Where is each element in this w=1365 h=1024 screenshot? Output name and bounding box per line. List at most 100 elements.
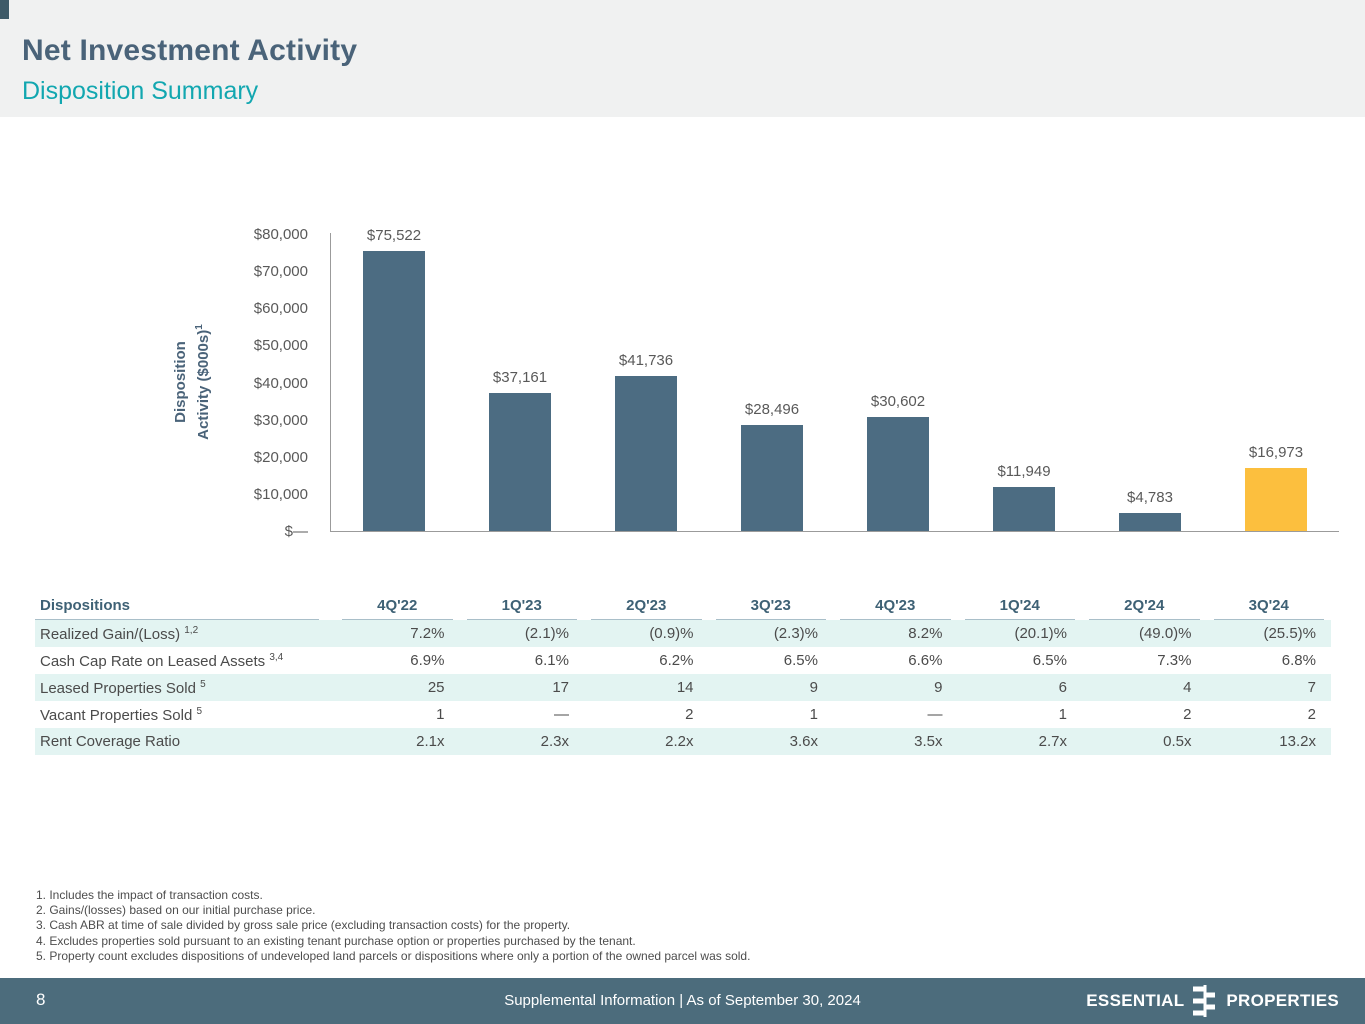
bar-slot: $30,602 bbox=[835, 234, 961, 531]
company-logo: ESSENTIAL PROPERTIES bbox=[1086, 985, 1339, 1017]
table-cell: 14 bbox=[676, 679, 694, 696]
table-cell: 1 bbox=[809, 706, 818, 723]
row-label: Cash Cap Rate on Leased Assets 3,4 bbox=[40, 651, 284, 670]
table-cell: (49.0)% bbox=[1138, 625, 1192, 642]
logo-mark-icon bbox=[1193, 985, 1216, 1017]
corner-accent-mark bbox=[0, 0, 9, 19]
table-title-cell: Dispositions bbox=[35, 592, 335, 620]
y-axis-tick-label: $70,000 bbox=[253, 263, 308, 281]
table-cell: (2.3)% bbox=[773, 625, 818, 642]
table-row: Cash Cap Rate on Leased Assets 3,4 6.9% 6.… bbox=[35, 647, 1331, 674]
bar-slot: $75,522 bbox=[331, 227, 457, 531]
bar-2Q'24 bbox=[1119, 513, 1181, 531]
y-axis-line bbox=[330, 233, 331, 532]
x-axis-line bbox=[330, 531, 1339, 532]
table-cell: 2.7x bbox=[1038, 733, 1067, 750]
bar-value-label: $16,973 bbox=[1248, 444, 1304, 461]
footnote-line: 5. Property count excludes dispositions … bbox=[36, 948, 751, 963]
page-number: 8 bbox=[36, 990, 46, 1009]
table-cell: 6.5% bbox=[1032, 652, 1067, 669]
table-cell: 2.3x bbox=[540, 733, 569, 750]
bar-value-label: $41,736 bbox=[618, 352, 674, 369]
table-cell: 3.5x bbox=[914, 733, 943, 750]
bar-slot: $28,496 bbox=[709, 234, 835, 531]
column-header: 4Q'23 bbox=[833, 592, 958, 620]
header-band: Net Investment Activity Disposition Summ… bbox=[0, 0, 1365, 117]
row-label: Vacant Properties Sold 5 bbox=[40, 705, 203, 724]
y-axis-tick-label: $10,000 bbox=[253, 485, 308, 503]
table-cell: 7 bbox=[1307, 679, 1316, 696]
bar-1Q'23 bbox=[489, 393, 551, 531]
table-cell: — bbox=[554, 706, 569, 723]
table-cell: 3.6x bbox=[789, 733, 818, 750]
footnote-line: 1. Includes the impact of transaction co… bbox=[36, 888, 263, 902]
table-cell: 6.9% bbox=[410, 652, 445, 669]
table-cell: 2 bbox=[1307, 706, 1316, 723]
table-cell: 9 bbox=[934, 679, 943, 696]
column-header: 2Q'24 bbox=[1082, 592, 1207, 620]
bar-value-label: $75,522 bbox=[366, 227, 422, 244]
column-header: 1Q'23 bbox=[460, 592, 585, 620]
bar-3Q'24 bbox=[1245, 468, 1307, 531]
table-cell: (20.1)% bbox=[1014, 625, 1067, 642]
y-axis-tick-label: $30,000 bbox=[253, 411, 308, 429]
y-axis-tick-label: $20,000 bbox=[253, 448, 308, 466]
bar-slot: $41,736 bbox=[583, 234, 709, 531]
table-cell: 2 bbox=[685, 706, 694, 723]
footnotes: 1. Includes the impact of transaction co… bbox=[36, 888, 750, 964]
table-cell: 8.2% bbox=[908, 625, 943, 642]
table-cell: 7.2% bbox=[410, 625, 445, 642]
table-cell: 1 bbox=[436, 706, 445, 723]
table-cell: 6.2% bbox=[659, 652, 694, 669]
table-row: Rent Coverage Ratio 2.1x 2.3x 2.2x 3.6x 3.5x… bbox=[35, 728, 1331, 755]
table-cell: 2.2x bbox=[665, 733, 694, 750]
page-subtitle: Disposition Summary bbox=[22, 77, 259, 105]
plot-area: $75,522 $37,161 $41,736 $28,496 $30,602 $11,9… bbox=[331, 227, 1339, 531]
table-cell: 6.1% bbox=[534, 652, 569, 669]
y-axis-tick-label: $40,000 bbox=[253, 374, 308, 392]
bar-3Q'23 bbox=[741, 425, 803, 531]
table-title: Dispositions bbox=[40, 597, 131, 614]
bar-2Q'23 bbox=[615, 376, 677, 531]
footnote-line: 2. Gains/(losses) based on our initial p… bbox=[36, 903, 316, 918]
bar-value-label: $11,949 bbox=[997, 463, 1051, 480]
y-axis-tick-label: $50,000 bbox=[253, 337, 308, 355]
column-header: 2Q'23 bbox=[584, 592, 709, 620]
column-header: 4Q'22 bbox=[335, 592, 460, 620]
bar-slot: $37,161 bbox=[457, 234, 583, 531]
footer-caption: Supplemental Information | As of Septemb… bbox=[504, 992, 861, 1009]
bar-slot: $16,973 bbox=[1213, 234, 1339, 531]
table-cell: (25.5)% bbox=[1263, 625, 1316, 642]
row-label: Leased Properties Sold 5 bbox=[40, 678, 206, 697]
bar-value-label: $37,161 bbox=[492, 369, 548, 386]
footnote-line: 4. Excludes properties sold pursuant to … bbox=[36, 933, 636, 948]
table-cell: (2.1)% bbox=[524, 625, 569, 642]
column-header: 3Q'23 bbox=[709, 592, 834, 620]
table-cell: 7.3% bbox=[1157, 652, 1192, 669]
table-cell: (0.9)% bbox=[649, 625, 694, 642]
bar-slot: $4,783 bbox=[1087, 234, 1213, 531]
table-cell: 2.1x bbox=[416, 733, 445, 750]
table-cell: 0.5x bbox=[1163, 733, 1192, 750]
footer-bar: 8 Supplemental Information | As of Septe… bbox=[0, 978, 1365, 1024]
logo-text-essential: ESSENTIAL bbox=[1086, 991, 1185, 1010]
logo-text-properties: PROPERTIES bbox=[1226, 991, 1339, 1010]
page-title: Net Investment Activity bbox=[22, 34, 358, 67]
dispositions-table: Dispositions 4Q'22 1Q'23 2Q'23 3Q'23 4Q'23 1Q… bbox=[35, 592, 1331, 755]
table-cell: — bbox=[927, 706, 943, 723]
table-row: Vacant Properties Sold 5 1 — 2 1 — 1 2 2 bbox=[35, 701, 1331, 728]
bar-slot: $11,949 bbox=[961, 234, 1087, 531]
footnote-line: 3. Cash ABR at time of sale divided by g… bbox=[36, 918, 571, 933]
table-cell: 4 bbox=[1183, 679, 1192, 696]
table-cell: 9 bbox=[809, 679, 818, 696]
table-cell: 25 bbox=[427, 679, 445, 696]
column-header: 3Q'24 bbox=[1207, 592, 1332, 620]
table-cell: 6 bbox=[1058, 679, 1067, 696]
bar-value-label: $30,602 bbox=[870, 393, 926, 410]
column-header: 1Q'24 bbox=[958, 592, 1083, 620]
table-row: Realized Gain/(Loss) 1,2 7.2% (2.1)% (0.9)%… bbox=[35, 620, 1331, 647]
bar-4Q'23 bbox=[867, 417, 929, 531]
table-cell: 2 bbox=[1183, 706, 1192, 723]
table-header-row: Dispositions 4Q'22 1Q'23 2Q'23 3Q'23 4Q'23 1Q… bbox=[35, 592, 1331, 620]
table-cell: 1 bbox=[1058, 706, 1067, 723]
